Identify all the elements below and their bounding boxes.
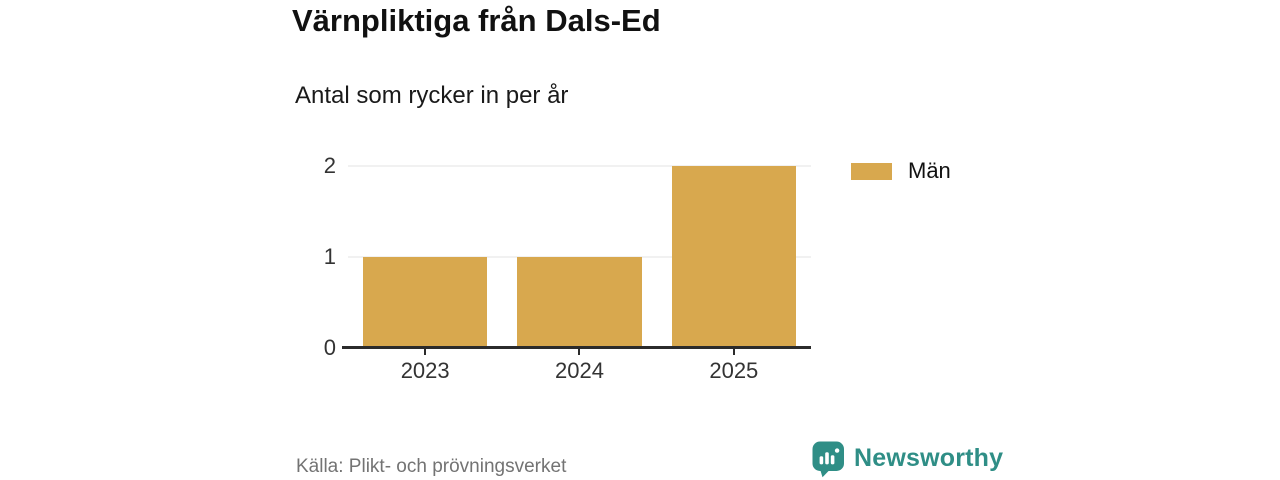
legend: Män [851, 160, 951, 182]
x-axis-ticks [348, 348, 811, 356]
brand-lockup: Newsworthy [812, 441, 1003, 478]
bar-column-2024 [502, 166, 656, 348]
x-tick-label-2025: 2025 [709, 358, 759, 383]
x-axis-line [342, 346, 811, 349]
bar-column-2025 [657, 166, 811, 348]
x-tick-mark [732, 348, 735, 355]
x-tick-label-2024: 2024 [555, 358, 604, 383]
bar-column-2023 [348, 166, 502, 348]
x-axis-labels: 2023 2024 2025 [348, 358, 811, 384]
legend-label: Män [908, 158, 951, 183]
x-tick-mark [424, 348, 427, 355]
x-tick-label-2023: 2023 [400, 358, 450, 383]
newsworthy-logo-icon [812, 441, 844, 478]
brand-name: Newsworthy [854, 444, 1004, 472]
x-tick-mark [578, 348, 581, 355]
bar-2025 [671, 166, 796, 348]
x-tick-2025 [657, 348, 811, 356]
chart-subtitle: Antal som rycker in per år [295, 82, 569, 109]
bars-row [348, 166, 811, 348]
legend-swatch [851, 162, 892, 180]
y-tick-label-2: 2 [323, 153, 336, 178]
chart-title: Värnpliktiga från Dals-Ed [292, 3, 661, 38]
bar-2023 [363, 257, 488, 348]
y-tick-label-0: 0 [323, 335, 336, 360]
legend-item-Män: Män [851, 160, 951, 182]
x-tick-2023 [348, 348, 502, 356]
y-axis-labels: 0 1 2 [276, 155, 336, 359]
source-note: Källa: Plikt- och prövningsverket [296, 456, 567, 477]
y-tick-label-1: 1 [323, 244, 336, 269]
bar-2024 [517, 257, 642, 348]
plot-area [348, 165, 811, 348]
x-tick-2024 [502, 348, 656, 356]
gridline-y-2 [348, 165, 811, 167]
